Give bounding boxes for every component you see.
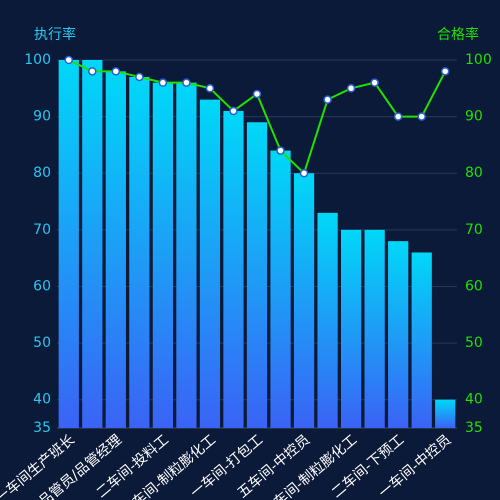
line-marker: [158, 78, 168, 87]
y2-tick-label: 50: [465, 335, 483, 351]
y-tick-label: 60: [33, 278, 51, 294]
y2-tick-label: 80: [465, 165, 483, 181]
bar: [435, 399, 456, 428]
y-tick-label: 35: [33, 420, 51, 436]
y-tick-label: 80: [33, 165, 51, 181]
line-marker: [323, 95, 332, 104]
line-marker: [88, 67, 97, 76]
bar: [129, 76, 150, 428]
line-marker: [440, 67, 450, 76]
bar: [411, 252, 432, 428]
line-marker: [252, 89, 262, 99]
line-marker: [393, 112, 403, 121]
bar: [105, 71, 126, 429]
line-marker: [111, 67, 121, 76]
y2-tick-label: 60: [465, 278, 483, 294]
y-tick-label: 70: [33, 222, 51, 238]
y2-axis-title: 合格率: [437, 26, 479, 43]
bar: [246, 122, 268, 429]
y-tick-label: 100: [24, 52, 51, 68]
y-tick-label: 50: [33, 335, 51, 351]
bar: [293, 173, 315, 428]
bar: [388, 241, 409, 428]
bar: [176, 82, 197, 429]
y-axis-title: 执行率: [34, 26, 76, 43]
line-marker: [182, 78, 191, 87]
y2-tick-label: 40: [465, 392, 483, 408]
bar: [82, 60, 103, 428]
y2-tick-label: 100: [465, 52, 492, 68]
line-marker: [370, 78, 379, 87]
y2-tick-label: 35: [465, 420, 483, 436]
bar: [364, 229, 385, 428]
bar: [317, 212, 338, 428]
line-marker: [417, 112, 426, 121]
line-marker: [205, 84, 215, 93]
line-marker: [299, 168, 309, 178]
bar: [341, 229, 362, 428]
y2-tick-label: 70: [465, 222, 483, 238]
y2-tick-label: 90: [465, 109, 483, 125]
bar: [152, 82, 173, 429]
bar: [58, 60, 79, 428]
bar: [223, 110, 244, 428]
line-marker: [229, 106, 238, 116]
line-marker: [276, 146, 285, 155]
bar: [270, 150, 291, 429]
y-tick-label: 90: [33, 109, 51, 125]
line-marker: [346, 84, 356, 93]
line-marker: [135, 72, 144, 82]
line-marker: [64, 55, 74, 65]
y-tick-label: 40: [33, 392, 51, 408]
bar: [199, 99, 221, 428]
